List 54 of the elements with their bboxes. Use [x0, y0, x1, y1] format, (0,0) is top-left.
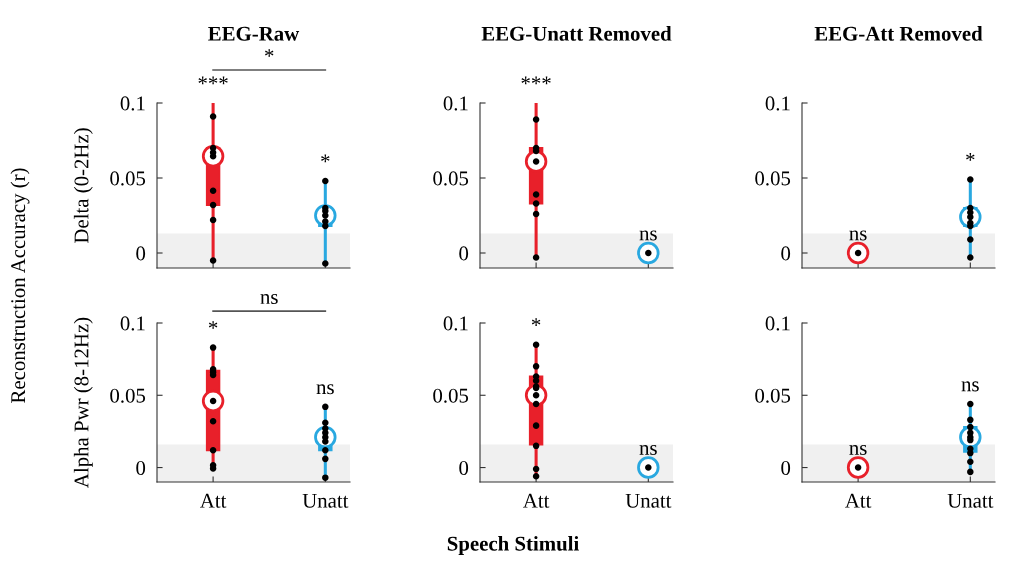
y-tick-label: 0 [136, 460, 146, 475]
y-tick-label: 0 [781, 460, 791, 475]
y-tick-label: 0.1 [443, 316, 468, 331]
y-tick-label: 0.05 [755, 388, 791, 403]
point [967, 254, 974, 261]
y-tick-label: 0 [459, 246, 469, 261]
point [967, 176, 974, 183]
y-tick-label: 0.05 [433, 388, 469, 403]
x-tick-label: Att [200, 493, 227, 508]
x-tick-label: Unatt [625, 493, 672, 508]
annotation: ns [961, 381, 979, 392]
y-tick-label: 0 [459, 460, 469, 475]
x-tick-label: Att [523, 493, 550, 508]
x-tick-label: Unatt [302, 493, 349, 508]
point [967, 209, 974, 216]
annotation: ns [639, 230, 657, 241]
y-tick-label: 0.1 [765, 96, 790, 111]
text: Reconstruction Accuracy (r) [10, 168, 30, 403]
y-tick-label: 0 [136, 246, 146, 261]
annotation: ns [316, 384, 334, 395]
x-axis-title: Speech Stimuli [447, 536, 579, 555]
chart-title: EEG-Att Removed [814, 26, 983, 41]
annotation: ns [639, 444, 657, 455]
y-tick-label: 0.1 [765, 316, 790, 331]
y-tick-label: 0.05 [110, 388, 146, 403]
text: ns [260, 294, 278, 305]
point [532, 254, 540, 261]
chart-title: EEG-Unatt Removed [481, 26, 672, 41]
y-tick-label: 0.1 [443, 96, 468, 111]
point [532, 116, 540, 123]
y-tick-label: 0.05 [433, 171, 469, 186]
point [967, 236, 974, 243]
x-tick-label: Att [845, 493, 872, 508]
y-tick-label: 0.1 [120, 96, 145, 111]
point [532, 210, 540, 218]
point [532, 200, 540, 207]
annotation: * [531, 318, 541, 326]
annotation: *** [521, 76, 551, 85]
annotation: * [321, 154, 330, 163]
y-axis-title: Alpha Pwr (8-12Hz) [73, 317, 93, 488]
chart-title: EEG-Raw [208, 26, 300, 41]
y-tick-label: 0.05 [110, 171, 146, 186]
annotation: ns [849, 444, 867, 455]
y-tick-label: 0.05 [755, 171, 791, 186]
x-tick-label: Unatt [947, 493, 994, 508]
annotation: ns [849, 230, 867, 241]
y-tick-label: 0 [781, 246, 791, 261]
annotation: * [208, 321, 218, 329]
text: * [265, 49, 274, 57]
point [532, 191, 540, 198]
y-tick-label: 0.1 [120, 316, 145, 331]
annotation: * [966, 153, 975, 161]
y-axis-title: Delta (0-2Hz) [73, 128, 93, 244]
annotation: *** [198, 76, 228, 85]
